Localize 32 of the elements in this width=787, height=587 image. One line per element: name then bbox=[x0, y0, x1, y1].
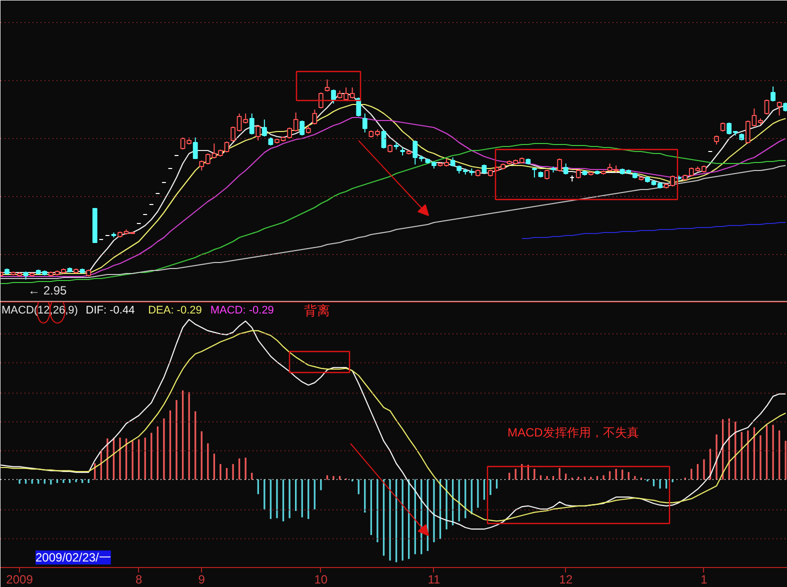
x-tick-label: 11 bbox=[428, 572, 441, 586]
candlestick bbox=[563, 163, 568, 175]
x-tick-label: 10 bbox=[314, 572, 328, 586]
annotation: 2009/02/23/一 bbox=[36, 550, 111, 564]
candlestick bbox=[770, 86, 776, 102]
candlestick bbox=[557, 158, 562, 172]
x-tick-label: 12 bbox=[559, 572, 573, 586]
x-tick-label: 9 bbox=[198, 572, 206, 586]
annotation: MACD发挥作用，不失真 bbox=[508, 426, 639, 440]
x-tick-label: 8 bbox=[136, 572, 142, 586]
text: 背离 bbox=[304, 303, 330, 318]
x-tick-label: 2009 bbox=[6, 572, 34, 586]
candlestick bbox=[262, 119, 267, 137]
candlestick bbox=[776, 101, 782, 116]
candlestick bbox=[256, 125, 261, 141]
candlestick bbox=[249, 113, 254, 135]
candlestick bbox=[381, 130, 386, 149]
x-tick-label: 1 bbox=[700, 572, 708, 586]
text: DEA: -0.29 bbox=[148, 304, 202, 316]
candlestick bbox=[356, 97, 362, 117]
candlestick bbox=[318, 92, 324, 109]
candlestick bbox=[192, 137, 198, 159]
text: MACD: -0.29 bbox=[210, 304, 274, 316]
candlestick bbox=[362, 113, 368, 133]
candlestick bbox=[544, 169, 550, 180]
candlestick bbox=[300, 120, 305, 136]
candlestick bbox=[331, 89, 336, 104]
text: DIF: -0.44 bbox=[86, 304, 135, 316]
candlestick bbox=[312, 109, 318, 125]
candlestick bbox=[764, 99, 770, 115]
text: ← 2.95 bbox=[28, 284, 68, 298]
candlestick bbox=[324, 79, 330, 92]
